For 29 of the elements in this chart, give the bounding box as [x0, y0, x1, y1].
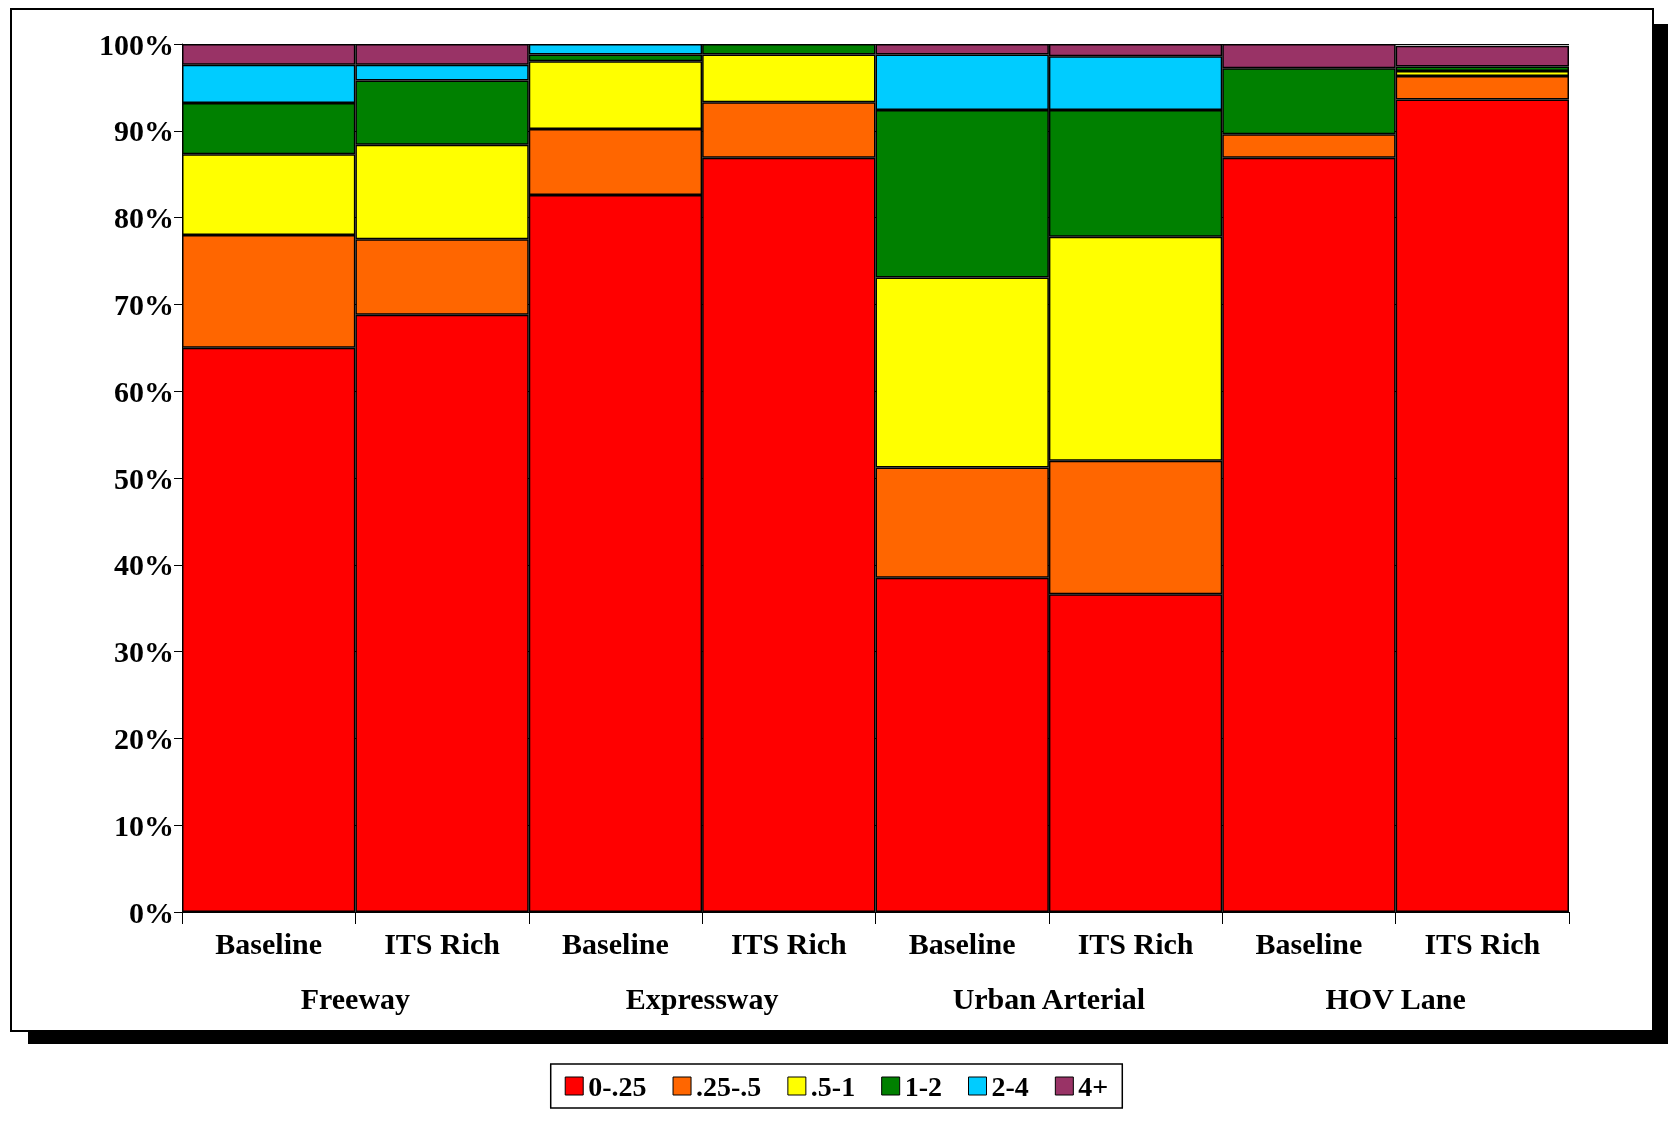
legend-label: .25-.5 [696, 1070, 762, 1102]
y-tick-label: 40% [114, 548, 174, 582]
y-tick-label: 100% [99, 27, 174, 61]
y-tick-label: 10% [114, 808, 174, 842]
legend-label: 4+ [1078, 1070, 1109, 1102]
y-tick-label: 90% [114, 114, 174, 148]
x-tick-label: ITS Rich [384, 926, 501, 960]
x-tick-label: ITS Rich [1077, 926, 1194, 960]
y-tick-label: 20% [114, 721, 174, 755]
x-tick-label: Baseline [215, 926, 323, 960]
y-tick-label: 60% [114, 374, 174, 408]
legend-label: 2-4 [991, 1070, 1029, 1102]
legend-label: .5-1 [810, 1070, 856, 1102]
text: Freeway [300, 981, 411, 1015]
y-tick-label: 70% [114, 287, 174, 321]
y-tick-label: 30% [114, 635, 174, 669]
x-tick-label: ITS Rich [1424, 926, 1541, 960]
legend-label: 1-2 [904, 1070, 943, 1102]
x-tick-label: Baseline [1255, 926, 1363, 960]
y-tick-label: 80% [114, 201, 174, 235]
x-tick-label: ITS Rich [730, 926, 848, 960]
text: Expressway [625, 981, 779, 1015]
text: Urban Arterial [952, 981, 1146, 1015]
legend-label: 0-.25 [588, 1070, 647, 1102]
y-tick-label: 50% [114, 461, 174, 495]
text: HOV Lane [1325, 981, 1466, 1015]
y-tick-label: 0% [129, 895, 174, 929]
x-tick-label: Baseline [908, 926, 1016, 960]
x-tick-label: Baseline [562, 926, 669, 960]
